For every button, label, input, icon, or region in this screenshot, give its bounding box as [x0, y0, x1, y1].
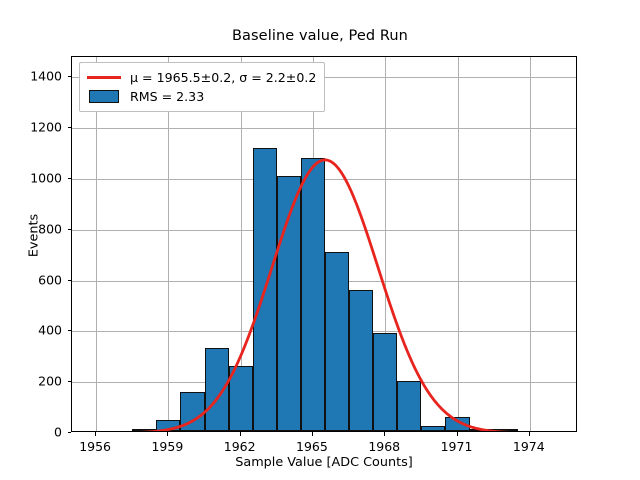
y-tick-label: 1400 — [30, 68, 62, 84]
x-tick-label: 1965 — [296, 439, 328, 454]
x-tick-mark — [384, 432, 386, 436]
x-tick-mark — [456, 432, 458, 436]
y-tick-mark — [67, 76, 71, 78]
x-tick-mark — [311, 432, 313, 436]
histogram-bar — [445, 417, 470, 431]
legend-entry-fit: μ = 1965.5±0.2, σ = 2.2±0.2 — [86, 68, 316, 87]
y-tick-mark — [67, 432, 71, 433]
histogram-bar — [397, 381, 422, 431]
histogram-bar — [156, 419, 181, 431]
y-tick-label: 1200 — [30, 119, 62, 135]
x-tick-mark — [95, 432, 97, 436]
plot-area — [72, 57, 576, 431]
x-tick-label: 1962 — [223, 439, 256, 454]
gridline-vertical — [457, 57, 459, 431]
y-axis-label: Events — [26, 213, 42, 258]
x-tick-mark — [239, 432, 241, 436]
legend-label-fit: μ = 1965.5±0.2, σ = 2.2±0.2 — [130, 70, 317, 85]
histogram-bar — [421, 425, 446, 431]
x-tick-label: 1971 — [440, 439, 473, 454]
y-tick-label: 200 — [38, 373, 62, 389]
legend-patch-swatch-icon — [86, 90, 122, 103]
y-tick-label: 600 — [38, 272, 62, 288]
histogram-bar — [373, 333, 398, 431]
y-tick-mark — [67, 127, 71, 129]
x-tick-label: 1968 — [368, 439, 401, 454]
gridline-vertical — [96, 57, 98, 431]
gridline-vertical — [529, 57, 531, 431]
y-tick-mark — [67, 279, 71, 281]
x-tick-label: 1959 — [151, 439, 184, 454]
y-tick-label: 1000 — [30, 170, 62, 186]
histogram-bar — [252, 147, 277, 431]
histogram-bar — [228, 366, 253, 431]
histogram-bar — [349, 290, 374, 431]
legend-label-histogram: RMS = 2.33 — [130, 89, 205, 104]
x-tick-label: 1974 — [512, 439, 545, 454]
histogram-bar — [493, 429, 518, 431]
y-tick-mark — [67, 330, 71, 332]
y-tick-mark — [67, 381, 71, 383]
x-axis-label: Sample Value [ADC Counts] — [235, 455, 413, 470]
y-tick-label: 800 — [38, 221, 62, 237]
plot-axes — [71, 56, 577, 432]
y-tick-mark — [67, 177, 71, 179]
histogram-bar — [300, 157, 325, 431]
legend-line-swatch-icon — [86, 76, 122, 79]
chart-title: Baseline value, Ped Run — [232, 28, 408, 44]
gridline-horizontal — [72, 128, 576, 130]
y-tick-label: 0 — [54, 424, 62, 440]
y-tick-mark — [67, 228, 71, 230]
histogram-bar — [180, 391, 205, 431]
chart-legend: μ = 1965.5±0.2, σ = 2.2±0.2 RMS = 2.33 — [79, 62, 326, 112]
histogram-bar — [276, 175, 301, 431]
legend-entry-histogram: RMS = 2.33 — [86, 87, 316, 106]
gridline-vertical — [168, 57, 170, 431]
histogram-bar — [325, 251, 350, 431]
y-tick-label: 400 — [38, 322, 62, 338]
x-tick-mark — [528, 432, 530, 436]
x-tick-mark — [167, 432, 169, 436]
x-tick-label: 1956 — [79, 439, 111, 454]
histogram-bar — [132, 429, 157, 431]
histogram-bar — [469, 429, 494, 431]
histogram-bar — [204, 348, 229, 431]
